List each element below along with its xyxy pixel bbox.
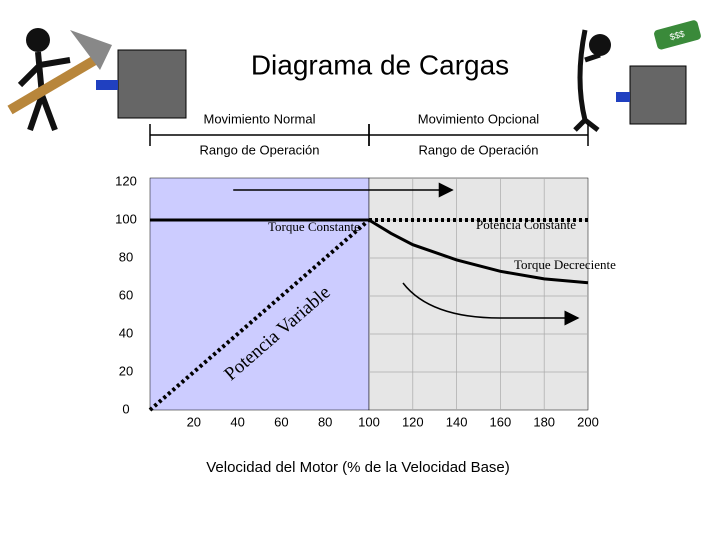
series-line: [368, 218, 589, 285]
motor: [117, 49, 187, 119]
head: [589, 34, 611, 56]
clipart-left: [7, 28, 187, 132]
x-tick-label: 140: [446, 414, 468, 429]
range-label: Rango de Operación: [419, 142, 539, 157]
clipart-right: $$$: [573, 20, 701, 132]
body: [573, 29, 601, 132]
x-tick-label: 160: [490, 414, 512, 429]
motor: [629, 65, 687, 125]
y-tick-label: 60: [119, 287, 133, 302]
y-tick-label: 40: [119, 325, 133, 340]
arrow: [402, 282, 580, 326]
series-label: Torque Decreciente: [514, 257, 616, 272]
region-label: Movimiento Normal: [204, 111, 316, 126]
series-line: [148, 218, 371, 412]
chart-title: Diagrama de Cargas: [251, 49, 509, 80]
x-axis-label: Velocidad del Motor (% de la Velocidad B…: [206, 459, 510, 476]
region: [368, 177, 589, 411]
region-label: Movimiento Opcional: [418, 111, 539, 126]
series-label: Torque Constante: [268, 219, 360, 234]
shaft: [96, 80, 118, 90]
body: [17, 51, 71, 132]
y-tick-label: 0: [122, 401, 129, 416]
head: [26, 28, 50, 52]
x-tick-label: 40: [230, 414, 244, 429]
hammer: [70, 30, 112, 70]
y-tick-label: 100: [115, 211, 137, 226]
y-tick-label: 80: [119, 249, 133, 264]
x-tick-label: 60: [274, 414, 288, 429]
y-tick-label: 120: [115, 173, 137, 188]
x-tick-label: 20: [187, 414, 201, 429]
x-tick-label: 200: [577, 414, 599, 429]
series-label: Potencia Constante: [476, 217, 576, 232]
region: [149, 177, 370, 411]
shaft: [616, 92, 630, 102]
chart: Movimiento Normal Rango de Operación Movim…: [115, 111, 616, 476]
money: [654, 20, 701, 50]
bat: [7, 55, 98, 115]
badge: $$$: [669, 29, 686, 43]
x-tick-label: 180: [533, 414, 555, 429]
x-tick-label: 100: [358, 414, 380, 429]
x-tick-label: 80: [318, 414, 332, 429]
x-tick-label: 120: [402, 414, 424, 429]
y-tick-label: 20: [119, 363, 133, 378]
range-label: Rango de Operación: [200, 142, 320, 157]
